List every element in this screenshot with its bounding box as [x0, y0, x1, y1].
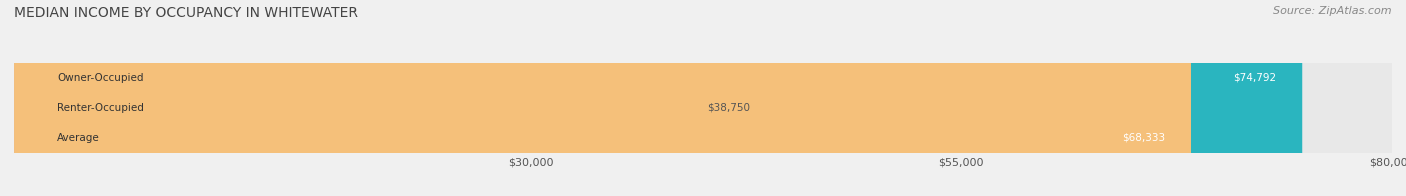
FancyBboxPatch shape	[14, 0, 1392, 196]
Text: Average: Average	[58, 133, 100, 143]
Text: $38,750: $38,750	[707, 103, 751, 113]
FancyBboxPatch shape	[14, 0, 1392, 196]
Text: Owner-Occupied: Owner-Occupied	[58, 73, 143, 83]
Text: MEDIAN INCOME BY OCCUPANCY IN WHITEWATER: MEDIAN INCOME BY OCCUPANCY IN WHITEWATER	[14, 6, 359, 20]
Text: Source: ZipAtlas.com: Source: ZipAtlas.com	[1274, 6, 1392, 16]
FancyBboxPatch shape	[14, 0, 1392, 196]
Text: $68,333: $68,333	[1122, 133, 1166, 143]
Text: Renter-Occupied: Renter-Occupied	[58, 103, 143, 113]
FancyBboxPatch shape	[14, 0, 1191, 196]
Text: $74,792: $74,792	[1233, 73, 1277, 83]
FancyBboxPatch shape	[14, 0, 1302, 196]
FancyBboxPatch shape	[14, 0, 682, 196]
